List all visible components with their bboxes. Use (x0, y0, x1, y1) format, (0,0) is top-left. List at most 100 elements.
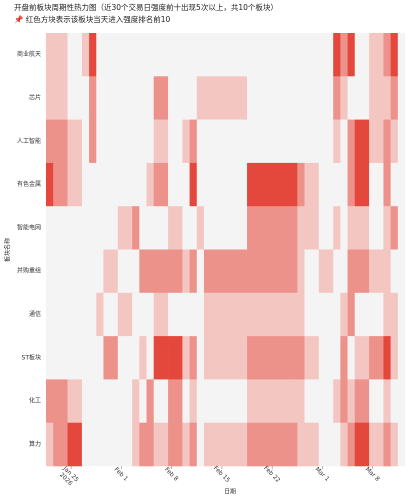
y-tick-label: 人工智能 (17, 137, 41, 145)
y-tick-label: 通信 (29, 310, 41, 318)
heatmap-cell (103, 76, 119, 120)
heatmap-cell (182, 33, 190, 77)
heatmap-cell (89, 33, 97, 77)
heatmap-cell (369, 292, 384, 337)
heatmap-cell (67, 119, 83, 164)
heatmap-cell (347, 292, 356, 337)
heatmap-cell (354, 249, 370, 294)
heatmap-cell (333, 336, 341, 380)
x-tick-label-line: Mar 8 (364, 465, 381, 482)
heatmap-cell (67, 33, 83, 77)
heatmap-cell (340, 379, 348, 423)
heatmap-cell (333, 292, 341, 337)
heatmap-cell (189, 336, 198, 380)
heatmap-cell (146, 292, 154, 337)
heatmap-cell (196, 76, 205, 120)
heatmap-cell (196, 162, 205, 207)
heatmap-cell (139, 336, 147, 380)
heatmap-cell (354, 292, 370, 337)
heatmap-cell (67, 379, 83, 423)
heatmap-cell (67, 292, 83, 337)
heatmap-cell (46, 33, 54, 77)
heatmap-cell (146, 162, 154, 207)
heatmap-cell (89, 119, 97, 164)
heatmap-cell (168, 422, 183, 467)
heatmap-cell (168, 119, 183, 164)
heatmap-cell (103, 33, 119, 77)
heatmap-cell (340, 76, 348, 120)
heatmap-cell (96, 336, 104, 380)
heatmap-cell (103, 379, 119, 423)
heatmap-cell (369, 162, 384, 207)
heatmap-cell (354, 336, 370, 380)
heatmap-cell (390, 422, 399, 467)
heatmap-cell (139, 422, 147, 467)
heatmap-cell (103, 162, 119, 207)
heatmap-cell (383, 249, 391, 294)
heatmap-cell (196, 336, 205, 380)
y-axis-label: 板块名称 (4, 238, 12, 262)
y-tick-label: 算力 (29, 440, 41, 448)
heatmap-cell (297, 336, 305, 380)
heatmap-cell (139, 292, 147, 337)
heatmap-cell (318, 292, 334, 337)
heatmap-cell (203, 249, 248, 294)
heatmap-cell (390, 292, 399, 337)
heatmap-cell (196, 119, 205, 164)
heatmap-cell (297, 206, 305, 250)
heatmap-cell (53, 292, 68, 337)
heatmap-cell (67, 336, 83, 380)
heatmap-cell (203, 422, 248, 467)
heatmap-cell (132, 422, 140, 467)
heatmap-cell (53, 379, 68, 423)
heatmap-cell (304, 206, 320, 250)
heatmap-cell (89, 249, 97, 294)
x-tick-label-line: Mar 1 (314, 465, 331, 482)
heatmap-cell (369, 206, 384, 250)
x-tick-label: Jan 252026 (56, 464, 80, 488)
heatmap-cell (139, 249, 147, 294)
heatmap-cell (347, 162, 356, 207)
heatmap-cell (390, 206, 399, 250)
heatmap-cell (132, 162, 140, 207)
heatmap-cell (304, 76, 320, 120)
heatmap-cell (168, 336, 183, 380)
heatmap-cell (304, 336, 320, 380)
heatmap-cell (117, 33, 133, 77)
heatmap-cell (46, 292, 54, 337)
heatmap-cell (297, 76, 305, 120)
x-tick-label-line: Feb 8 (163, 466, 180, 483)
chart-subtitle: 📌 红色方块表示该板块当天进入强度排名前10 (14, 14, 170, 24)
heatmap-cell (53, 206, 68, 250)
heatmap-cell (383, 33, 391, 77)
heatmap-cell (67, 249, 83, 294)
heatmap-cell (390, 119, 399, 164)
heatmap-cell (340, 249, 348, 294)
heatmap-cell (182, 336, 190, 380)
heatmap-cell (132, 336, 140, 380)
chart-title: 开盘前板块周期性热力图（近30个交易日强度前十出现5次以上，共10个板块） (14, 2, 278, 12)
heatmap-cell (89, 422, 97, 467)
heatmap-cell (53, 422, 68, 467)
heatmap-cell (132, 76, 140, 120)
heatmap-cell (340, 33, 348, 77)
heatmap-cell (132, 292, 140, 337)
heatmap-cell (347, 249, 356, 294)
heatmap-cell (168, 33, 183, 77)
heatmap-cell (390, 379, 399, 423)
heatmap-cell (182, 76, 190, 120)
heatmap-cell (81, 379, 90, 423)
heatmap-cell (189, 206, 198, 250)
heatmap-cell (153, 76, 169, 120)
heatmap-cell (347, 422, 356, 467)
heatmap-cell (53, 336, 68, 380)
heatmap-cell (89, 336, 97, 380)
heatmap-cell (189, 76, 198, 120)
heatmap-cell (132, 206, 140, 250)
heatmap-cell (81, 162, 90, 207)
heatmap-cell (168, 292, 183, 337)
heatmap-cell (203, 206, 248, 250)
heatmap-cell (397, 379, 406, 423)
heatmap-cell (203, 336, 248, 380)
